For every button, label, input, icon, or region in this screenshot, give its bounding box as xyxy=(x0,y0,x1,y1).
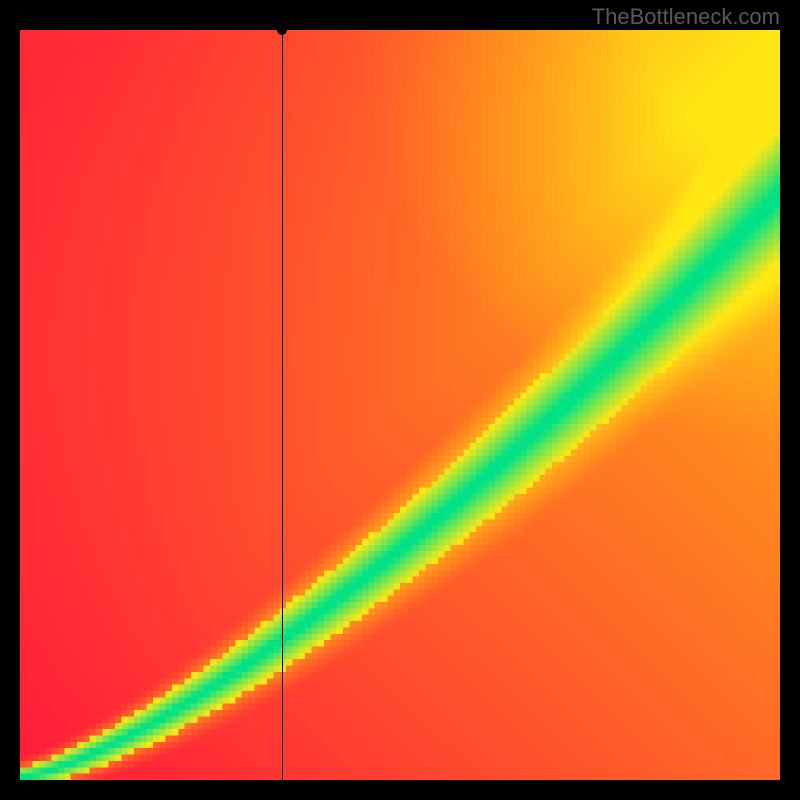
chart-container: TheBottleneck.com xyxy=(0,0,800,800)
attribution-text: TheBottleneck.com xyxy=(592,4,780,30)
reference-marker xyxy=(277,25,287,35)
vertical-reference-line xyxy=(282,30,283,780)
heatmap-canvas xyxy=(20,30,780,780)
plot-area xyxy=(20,30,780,780)
